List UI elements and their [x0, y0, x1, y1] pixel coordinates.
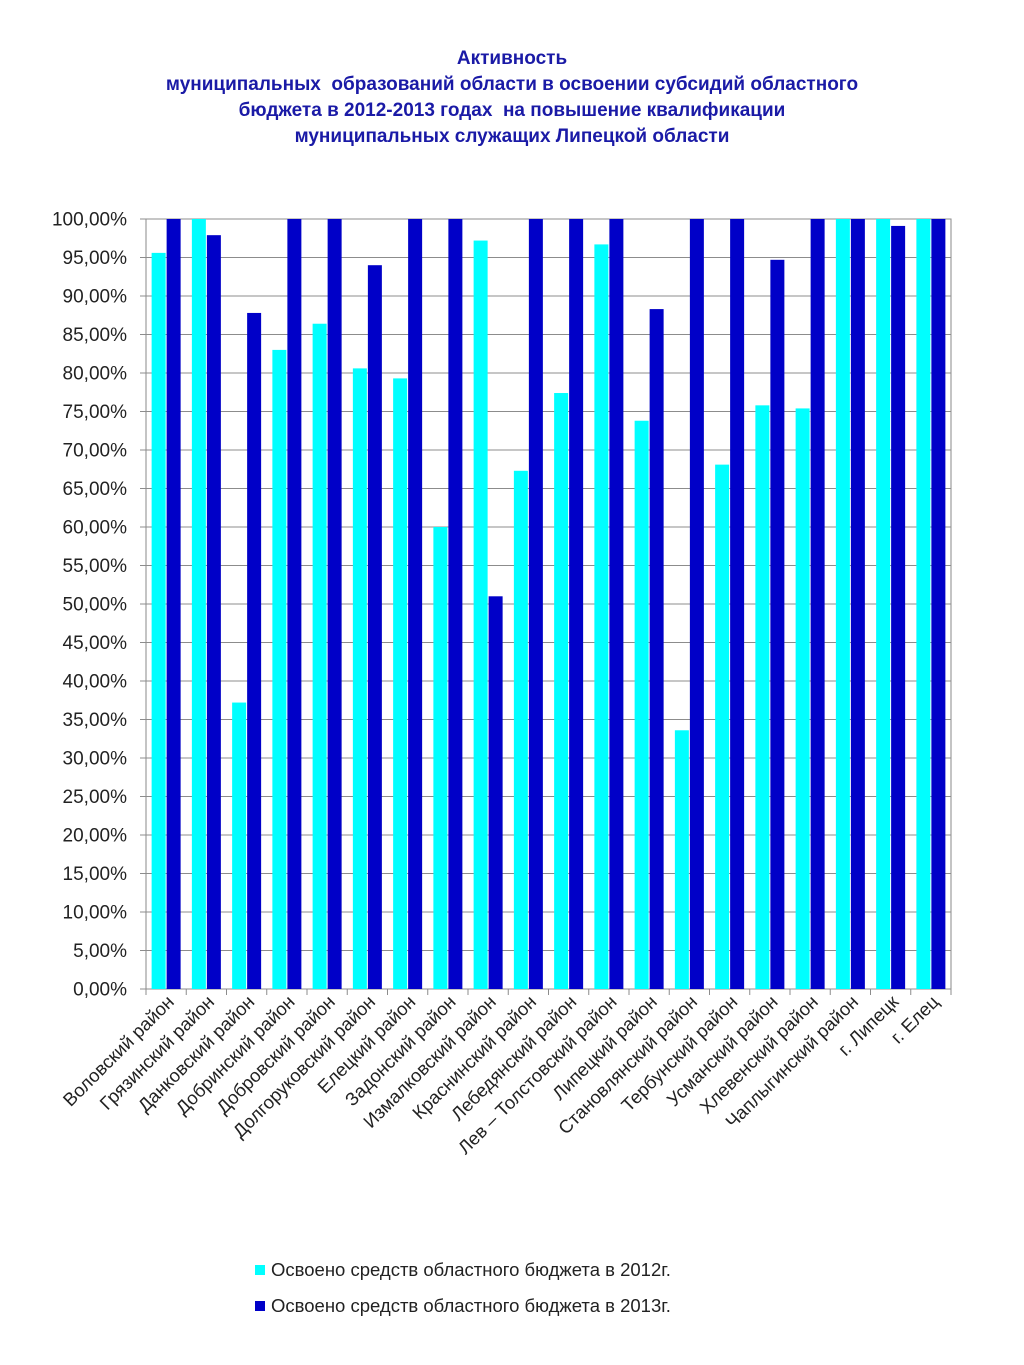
bar: [850, 219, 865, 989]
y-tick-label: 40,00%: [63, 672, 128, 693]
y-tick-label: 0,00%: [73, 980, 127, 1001]
bar-chart: 0,00% 5,00% 10,00% 15,00% 20,00% 25,00% 30,00%…: [52, 210, 952, 1158]
chart-title: Активность муниципальных образований обл…: [0, 46, 1024, 150]
bar: [448, 219, 463, 989]
legend-swatch-2012: [255, 1265, 265, 1275]
y-tick-label: 15,00%: [63, 864, 128, 885]
chart-title-line: Активность: [456, 48, 568, 69]
bar: [649, 309, 664, 990]
bar: [609, 219, 624, 989]
y-tick-label: 60,00%: [63, 518, 128, 539]
bar: [272, 349, 287, 989]
bar: [367, 265, 382, 989]
bar: [715, 464, 730, 989]
bar: [393, 378, 408, 989]
bar: [795, 408, 810, 989]
y-tick-label: 25,00%: [63, 787, 128, 808]
bar: [916, 219, 931, 989]
bar: [931, 219, 946, 989]
legend-swatch-2013: [255, 1301, 265, 1311]
y-tick-label: 95,00%: [63, 248, 128, 269]
bar: [151, 252, 166, 989]
bar: [891, 225, 906, 989]
y-tick-label: 85,00%: [63, 325, 128, 346]
bar: [554, 393, 569, 989]
bar: [352, 368, 367, 989]
y-tick-label: 30,00%: [63, 749, 128, 770]
y-tick-label: 80,00%: [63, 364, 128, 385]
y-tick-label: 75,00%: [63, 402, 128, 423]
y-tick-label: 45,00%: [63, 633, 128, 654]
y-tick-label: 90,00%: [63, 287, 128, 308]
bar: [513, 470, 528, 989]
legend-item-2013: Освоено средств областного бюджета в 201…: [255, 1288, 671, 1324]
chart-title-line: муниципальных служащих Липецкой области: [294, 126, 730, 147]
bar: [166, 219, 181, 989]
legend-item-2012: Освоено средств областного бюджета в 201…: [255, 1252, 671, 1288]
chart-title-line: муниципальных образований области в осво…: [165, 74, 859, 95]
bar: [634, 420, 649, 989]
bar: [674, 730, 689, 989]
bar: [232, 702, 247, 989]
bar: [488, 596, 503, 989]
bar: [876, 219, 891, 989]
y-tick-label: 55,00%: [63, 556, 128, 577]
bar: [755, 405, 770, 990]
y-tick-label: 100,00%: [52, 210, 127, 231]
bar: [528, 219, 543, 989]
bar: [408, 219, 423, 989]
y-tick-label: 10,00%: [63, 903, 128, 924]
bar: [473, 240, 488, 989]
bar: [287, 219, 302, 989]
bar: [191, 219, 206, 989]
bar: [770, 259, 785, 989]
y-tick-label: 35,00%: [63, 710, 128, 731]
bar: [689, 219, 704, 989]
bar: [433, 527, 448, 989]
y-tick-label: 65,00%: [63, 479, 128, 500]
bar: [569, 219, 584, 989]
bar: [594, 244, 609, 989]
chart-legend: Освоено средств областного бюджета в 201…: [255, 1252, 671, 1324]
y-tick-label: 70,00%: [63, 441, 128, 462]
bar: [327, 219, 342, 989]
legend-label-2012: Освоено средств областного бюджета в 201…: [271, 1259, 671, 1280]
legend-label-2013: Освоено средств областного бюджета в 201…: [271, 1295, 671, 1316]
bar: [730, 219, 745, 989]
bar: [810, 219, 825, 989]
bar: [312, 323, 327, 990]
y-tick-label: 50,00%: [63, 595, 128, 616]
bar: [247, 312, 262, 989]
chart-title-line: бюджета в 2012-2013 годах на повышение к…: [238, 100, 786, 121]
y-tick-label: 20,00%: [63, 826, 128, 847]
bar: [835, 219, 850, 989]
y-tick-label: 5,00%: [73, 941, 127, 962]
bar: [206, 235, 221, 990]
